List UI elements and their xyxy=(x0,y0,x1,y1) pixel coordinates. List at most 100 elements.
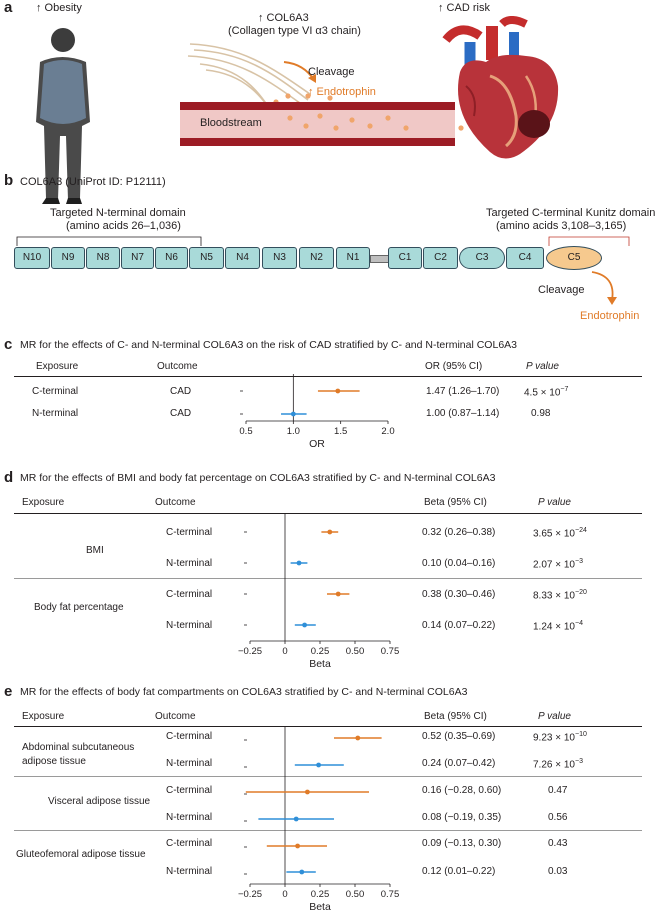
panel-d-group1-exposure: BMI xyxy=(86,545,104,556)
heart-illustration xyxy=(442,16,559,159)
col6a3-label: ↑ COL6A3 xyxy=(258,12,309,24)
panel-d-g2r1-estimate: 0.38 (0.30–0.46) xyxy=(422,589,496,600)
panel-e-title: MR for the effects of body fat compartme… xyxy=(20,686,468,698)
point-estimate xyxy=(296,560,302,566)
panel-e-g1r1-estimate: 0.52 (0.35–0.69) xyxy=(422,731,496,742)
panel-d-forest-plot: −0.25 0 0.25 0.50 0.75 Beta xyxy=(238,513,399,670)
panel-c-row2-pvalue: 0.98 xyxy=(531,408,551,419)
panel-a-letter: a xyxy=(4,0,13,16)
point-estimate xyxy=(299,869,305,875)
panel-b-letter: b xyxy=(4,172,14,189)
c-domain-range: (amino acids 3,108–3,165) xyxy=(496,220,627,232)
panel-c-header-pvalue-text: P value xyxy=(526,361,559,372)
x-tick-label: 0.50 xyxy=(346,889,365,900)
panel-d-g2r1-p-exp: −20 xyxy=(574,589,587,596)
panel-d-g2r2-outcome: N-terminal xyxy=(166,620,213,631)
domain-n3: N3 xyxy=(262,247,297,269)
panel-e-g3r1-outcome: C-terminal xyxy=(166,838,213,849)
panel-e-header-estimate: Beta (95% CI) xyxy=(424,711,487,722)
panel-e-g1r1-p-exp: −10 xyxy=(574,731,587,738)
n-domain-label: Targeted N-terminal domain xyxy=(50,207,186,219)
point-estimate xyxy=(335,388,341,394)
endotrophin-label: ↑ Endotrophin xyxy=(308,86,376,98)
panel-e-group1-exposure-line2: adipose tissue xyxy=(22,756,86,767)
x-tick-label: −0.25 xyxy=(238,889,262,900)
x-axis-title: Beta xyxy=(309,658,331,670)
panel-e-g3r2-estimate: 0.12 (0.01–0.22) xyxy=(422,866,496,877)
panel-d-group2-exposure: Body fat percentage xyxy=(34,602,124,613)
panel-e-g2r2-outcome: N-terminal xyxy=(166,812,213,823)
panel-e-group1-exposure-line1: Abdominal subcutaneous xyxy=(22,742,135,753)
panel-c-row1-exposure: C-terminal xyxy=(32,386,79,397)
panel-c-row1-outcome: CAD xyxy=(170,386,192,397)
panel-c-row1-estimate: 1.47 (1.26–1.70) xyxy=(426,386,500,397)
panel-d-title: MR for the effects of BMI and body fat p… xyxy=(20,472,496,484)
panel-e-g2r1-outcome: C-terminal xyxy=(166,785,213,796)
x-axis-title: OR xyxy=(309,438,325,450)
panel-e-g2r1-estimate: 0.16 (−0.28, 0.60) xyxy=(422,785,502,796)
panel-e-g3r2-outcome: N-terminal xyxy=(166,866,213,877)
domain-n7: N7 xyxy=(121,247,154,269)
panel-d-g2r1-p: 8.33 × 10 xyxy=(533,590,575,602)
person-illustration xyxy=(36,28,90,204)
cad-risk-label: ↑ CAD risk xyxy=(438,2,490,14)
panel-d-header-rule xyxy=(14,513,642,514)
panel-e-g3r2-pvalue: 0.03 xyxy=(548,866,568,877)
panel-b-title: COL6A3 (UniProt ID: P12111) xyxy=(20,176,166,188)
panel-e-header-pvalue: P value xyxy=(538,711,571,722)
panel-d-g1r1-p-exp: −24 xyxy=(574,527,587,534)
domain-n10: N10 xyxy=(14,247,50,269)
panel-d-g1r1-p: 3.65 × 10 xyxy=(533,528,575,540)
col6a3-description: (Collagen type VI α3 chain) xyxy=(228,25,361,37)
panel-c-row1-pvalue: 4.5 × 10−7 xyxy=(524,386,568,398)
panel-d-g1r2-p-exp: −3 xyxy=(574,558,583,565)
obesity-label: ↑ Obesity xyxy=(36,2,82,14)
panel-e-header-rule xyxy=(14,726,642,727)
domain-n9: N9 xyxy=(51,247,85,269)
panel-e-group3-exposure: Gluteofemoral adipose tissue xyxy=(16,849,146,860)
panel-d-g2r2-pvalue: 1.24 × 10−4 xyxy=(533,620,583,632)
panel-c-row1-p-exp: −7 xyxy=(560,386,569,393)
x-tick-label: 0.25 xyxy=(311,889,330,900)
x-tick-label: 1.5 xyxy=(334,426,347,437)
panel-e-letter: e xyxy=(4,683,13,700)
panel-d-header-pvalue: P value xyxy=(538,497,571,508)
panel-c-header-estimate: OR (95% CI) xyxy=(425,361,483,372)
x-tick-label: 0.25 xyxy=(311,646,330,657)
panel-d-g2r2-p-exp: −4 xyxy=(574,620,583,627)
domain-c1: C1 xyxy=(388,247,422,269)
panel-d-g2r1-pvalue: 8.33 × 10−20 xyxy=(533,589,587,601)
panel-c-title: MR for the effects of C- and N-terminal … xyxy=(20,339,517,351)
point-estimate xyxy=(335,591,341,597)
x-tick-label: 2.0 xyxy=(381,426,394,437)
x-tick-label: 0 xyxy=(282,646,287,657)
panel-d-group-divider xyxy=(14,578,642,579)
panel-e-g2r1-pvalue: 0.47 xyxy=(548,785,568,796)
panel-c-forest-plot: 0.5 1.0 1.5 2.0 OR xyxy=(239,374,395,450)
domain-n6: N6 xyxy=(155,247,188,269)
point-estimate xyxy=(355,735,361,741)
panel-e-group-divider-2 xyxy=(14,830,642,831)
panel-d-header-outcome: Outcome xyxy=(155,497,196,508)
bloodstream-vessel xyxy=(180,102,455,146)
panel-e-header-pvalue-text: P value xyxy=(538,711,571,722)
linker-segment-2 xyxy=(380,255,388,263)
cleavage-arrow-icon xyxy=(591,271,617,305)
panel-d-g1r2-pvalue: 2.07 × 10−3 xyxy=(533,558,583,570)
n-domain-range: (amino acids 26–1,036) xyxy=(66,220,181,232)
panel-e-g1r1-pvalue: 9.23 × 10−10 xyxy=(533,731,587,743)
panel-d-letter: d xyxy=(4,469,14,486)
panel-d-g1r2-p: 2.07 × 10 xyxy=(533,559,575,571)
domain-n2: N2 xyxy=(299,247,334,269)
x-tick-label: −0.25 xyxy=(238,646,262,657)
point-estimate xyxy=(290,411,296,417)
domain-c4: C4 xyxy=(506,247,544,269)
point-estimate xyxy=(327,529,333,535)
panel-b-cleavage-label: Cleavage xyxy=(538,284,585,296)
panel-e-g3r1-estimate: 0.09 (−0.13, 0.30) xyxy=(422,838,502,849)
panel-e-g1r2-p-exp: −3 xyxy=(574,758,583,765)
x-tick-label: 0 xyxy=(282,889,287,900)
panel-e-g2r2-pvalue: 0.56 xyxy=(548,812,568,823)
panel-d-g1r2-estimate: 0.10 (0.04–0.16) xyxy=(422,558,496,569)
panel-d-g1r1-estimate: 0.32 (0.26–0.38) xyxy=(422,527,496,538)
